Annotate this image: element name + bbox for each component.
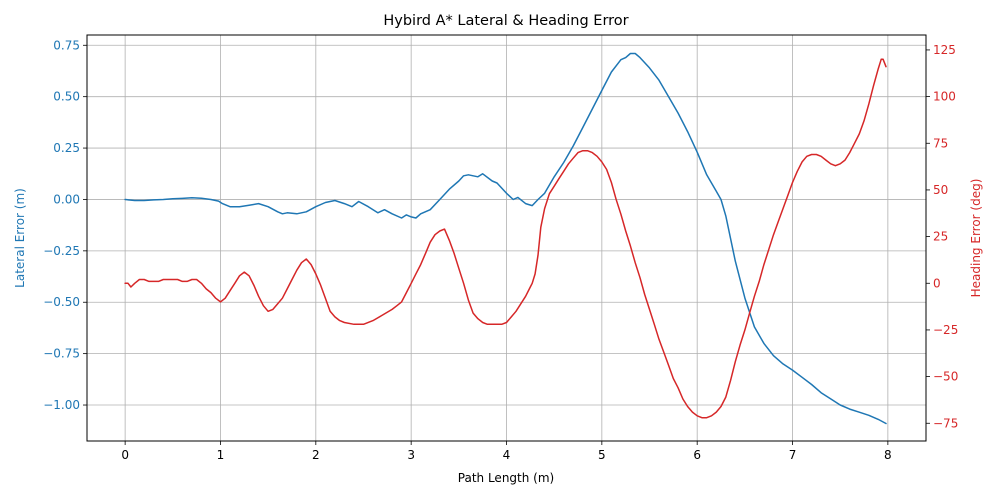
- x-tick-label: 4: [503, 448, 511, 462]
- series-lines: [124, 52, 887, 425]
- left-tick-label: 0.25: [53, 141, 80, 155]
- right-tick-label: −25: [933, 323, 958, 337]
- lateral-error-line: [124, 52, 887, 425]
- x-tick-label: 7: [789, 448, 797, 462]
- right-axis-ticks: 125 100 75 50 25 0 −25 −50 −75: [926, 43, 958, 430]
- right-tick-label: −75: [933, 416, 958, 430]
- chart-title: Hybird A* Lateral & Heading Error: [383, 13, 628, 29]
- right-axis-label: Heading Error (deg): [969, 179, 983, 298]
- x-axis-ticks: 0 1 2 3 4 5 6 7 8: [121, 441, 892, 462]
- right-tick-label: 125: [933, 43, 956, 57]
- left-tick-label: −1.00: [43, 398, 80, 412]
- x-axis-label: Path Length (m): [458, 471, 554, 485]
- x-tick-label: 2: [312, 448, 320, 462]
- left-tick-label: 0.75: [53, 38, 80, 52]
- left-tick-label: 0.00: [53, 192, 80, 206]
- right-tick-label: 75: [933, 136, 948, 150]
- left-axis-label: Lateral Error (m): [13, 188, 27, 288]
- x-tick-label: 3: [407, 448, 415, 462]
- right-tick-label: 0: [933, 276, 941, 290]
- left-tick-label: −0.50: [43, 295, 80, 309]
- right-tick-label: 25: [933, 230, 948, 244]
- x-tick-label: 0: [121, 448, 129, 462]
- x-tick-label: 8: [884, 448, 892, 462]
- left-tick-label: 0.50: [53, 90, 80, 104]
- right-tick-label: −50: [933, 370, 958, 384]
- right-tick-label: 50: [933, 183, 948, 197]
- x-tick-label: 5: [598, 448, 606, 462]
- heading-error-line: [124, 58, 887, 419]
- left-axis-ticks: 0.75 0.50 0.25 0.00 −0.25 −0.50 −0.75 −1.00: [43, 38, 87, 412]
- left-tick-label: −0.25: [43, 244, 80, 258]
- x-tick-label: 1: [217, 448, 225, 462]
- right-tick-label: 100: [933, 90, 956, 104]
- x-tick-label: 6: [693, 448, 701, 462]
- left-tick-label: −0.75: [43, 347, 80, 361]
